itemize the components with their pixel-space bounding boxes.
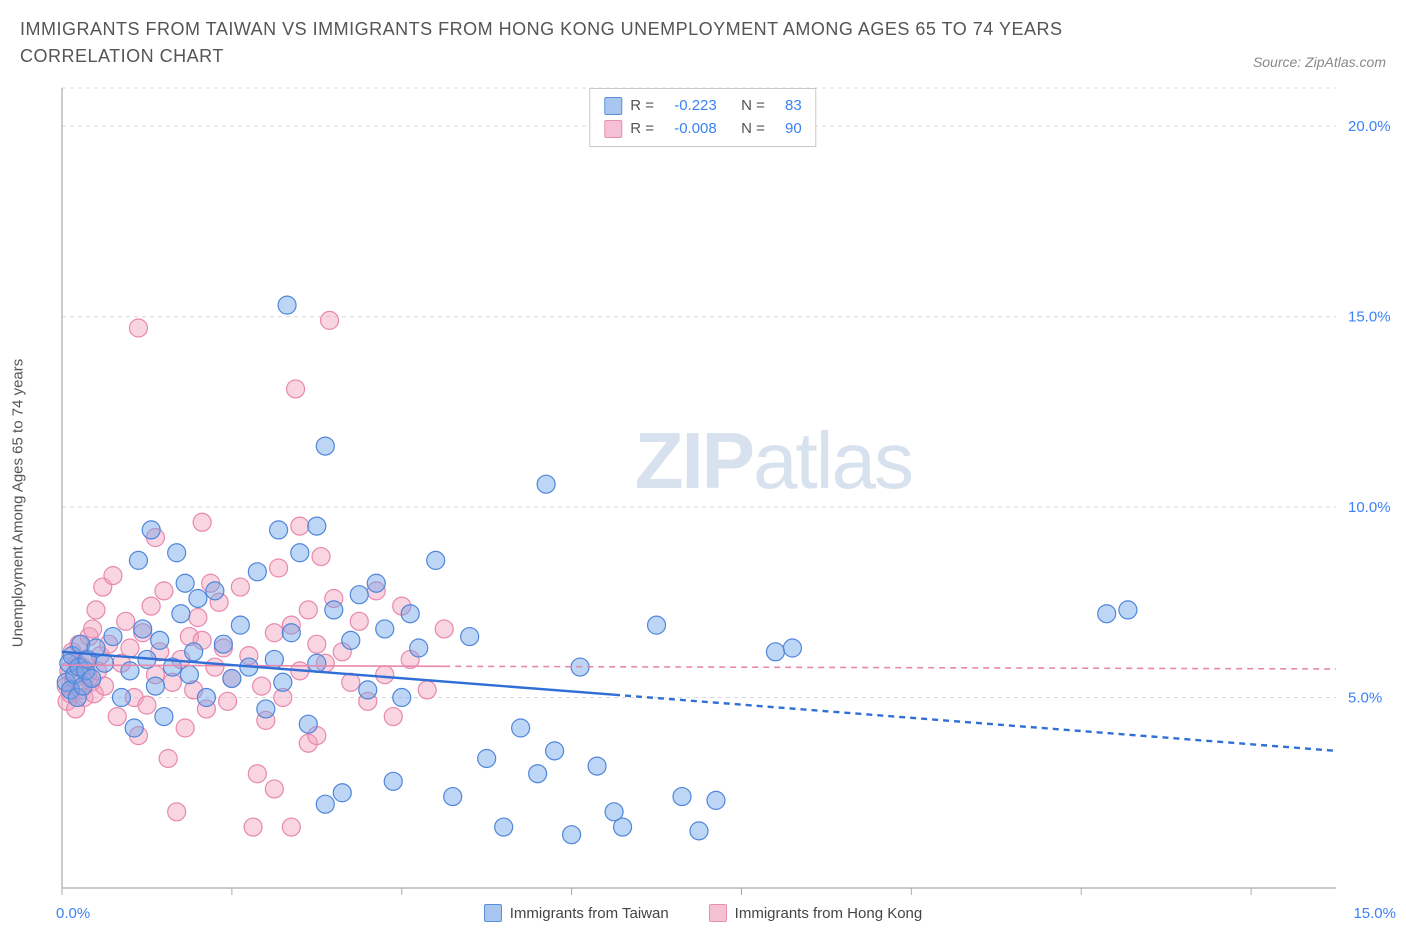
y-axis-label: Unemployment Among Ages 65 to 74 years: [10, 359, 27, 648]
series-legend: 0.0% Immigrants from Taiwan Immigrants f…: [0, 904, 1406, 922]
page-title: IMMIGRANTS FROM TAIWAN VS IMMIGRANTS FRO…: [20, 16, 1140, 70]
svg-text:10.0%: 10.0%: [1348, 499, 1391, 516]
source-label: Source: ZipAtlas.com: [1253, 54, 1386, 70]
x-axis-max-label: 15.0%: [1353, 905, 1396, 922]
svg-text:15.0%: 15.0%: [1348, 309, 1391, 326]
chart-container: Unemployment Among Ages 65 to 74 years Z…: [0, 78, 1406, 928]
svg-text:20.0%: 20.0%: [1348, 118, 1391, 135]
swatch-taiwan: [484, 904, 502, 922]
swatch-hongkong: [604, 120, 622, 138]
svg-text:5.0%: 5.0%: [1348, 690, 1382, 707]
legend-label-taiwan: Immigrants from Taiwan: [510, 905, 669, 922]
swatch-taiwan: [604, 97, 622, 115]
stats-legend: R = -0.223 N = 83 R = -0.008 N = 90: [589, 88, 816, 147]
x-axis-min-label: 0.0%: [56, 905, 90, 922]
scatter-chart: 5.0% 10.0% 15.0% 20.0%: [50, 78, 1406, 928]
swatch-hongkong: [709, 904, 727, 922]
legend-label-hongkong: Immigrants from Hong Kong: [735, 905, 923, 922]
